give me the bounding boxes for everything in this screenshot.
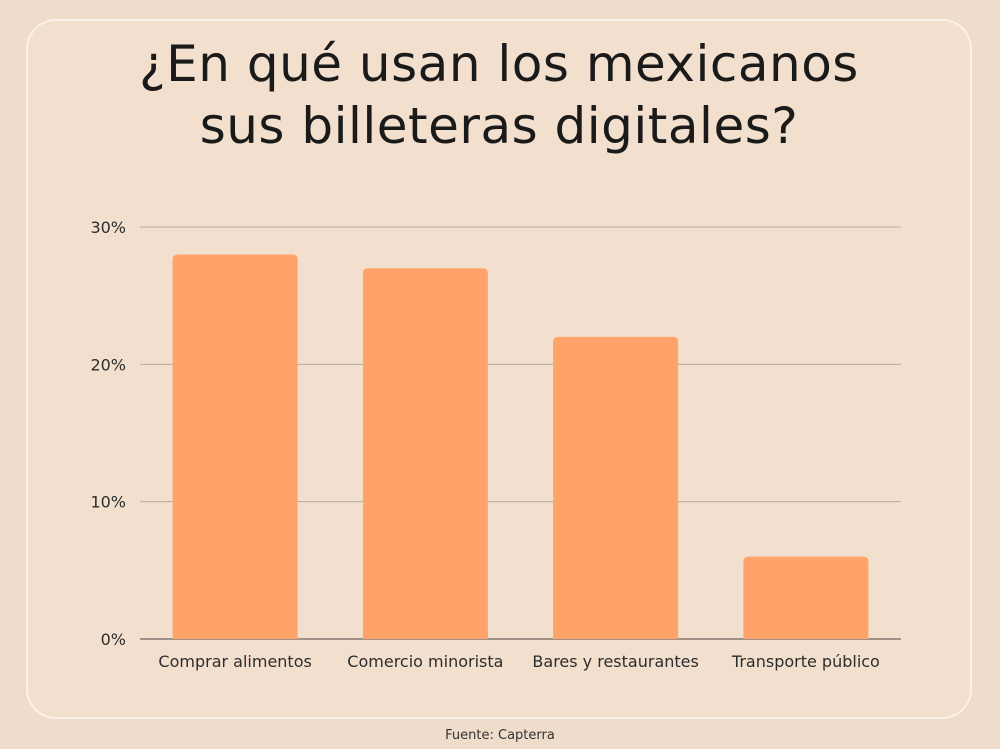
x-axis-labels: Comprar alimentos Comercio minorista Bares… xyxy=(158,652,879,671)
y-tick-label: 30% xyxy=(90,218,126,237)
bar-4 xyxy=(743,556,869,639)
y-tick-label: 10% xyxy=(90,493,126,512)
bar-1 xyxy=(172,254,298,639)
category-label: Transporte público xyxy=(731,652,880,671)
source-note: Fuente: Capterra xyxy=(445,728,555,743)
title-line-2: sus billeteras digitales? xyxy=(199,97,799,155)
bar-3 xyxy=(553,336,679,639)
chart-title: ¿En qué usan los mexicanos sus billetera… xyxy=(26,33,972,157)
y-axis-ticks: 0% 10% 20% 30% xyxy=(90,218,126,649)
category-label: Comprar alimentos xyxy=(158,652,311,671)
category-label: Comercio minorista xyxy=(347,652,503,671)
y-tick-label: 0% xyxy=(101,630,126,649)
bar-2 xyxy=(362,268,488,639)
category-label: Bares y restaurantes xyxy=(532,652,698,671)
y-tick-label: 20% xyxy=(90,355,126,374)
title-line-1: ¿En qué usan los mexicanos xyxy=(139,35,859,93)
bars xyxy=(172,254,869,639)
